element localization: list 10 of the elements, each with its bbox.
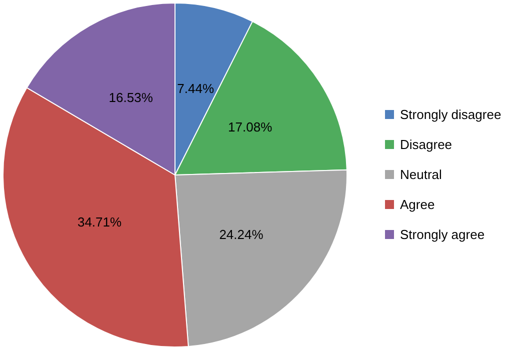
legend-label: Strongly agree (400, 227, 485, 242)
data-label: 7.44% (177, 80, 214, 96)
legend-label: Disagree (400, 137, 452, 152)
data-label: 24.24% (219, 226, 264, 242)
legend-label: Neutral (400, 167, 442, 182)
data-label: 17.08% (228, 120, 273, 135)
data-label: 34.71% (77, 214, 122, 230)
legend-label: Strongly disagree (400, 107, 502, 122)
legend-label: Agree (400, 197, 435, 212)
data-label: 16.53% (108, 90, 154, 106)
